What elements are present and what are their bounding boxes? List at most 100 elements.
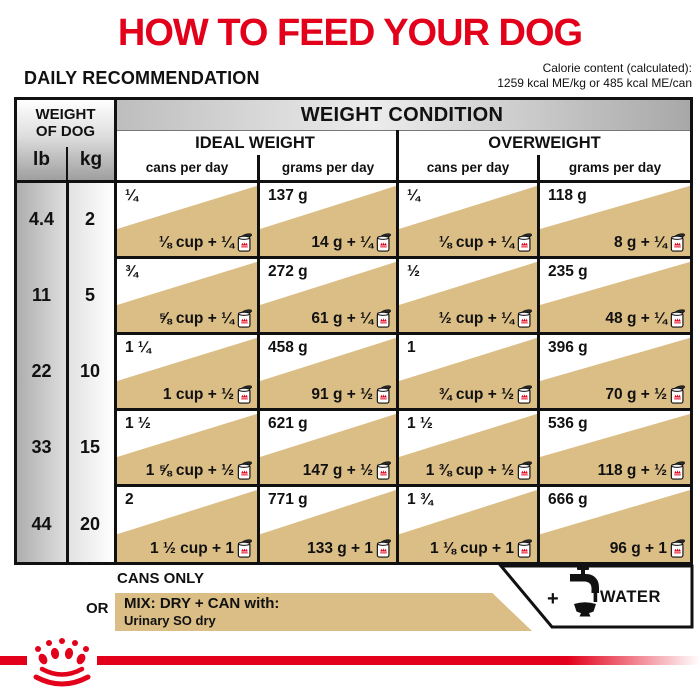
mix-text: 1 cup + ½ [162,385,234,403]
table-cell: ¼ ⅛ cup + ¼ [399,183,537,256]
can-icon [670,539,685,558]
mix-text: ⅛ cup + ¼ [158,233,234,251]
grams-value: 272 g [268,263,308,280]
calorie-line-1: Calorie content (calculated): [542,61,692,75]
mix-text: 48 g + ¼ [605,309,667,327]
calorie-line-2: 1259 kcal ME/kg or 485 kcal ME/can [497,76,692,90]
table-cell: 536 g 118 g + ½ [540,411,690,484]
weight-row-4: 33 15 [17,411,114,484]
header-bottom-border [17,180,690,183]
mix-value: ⅛ cup + ¼ [439,233,532,252]
kg-value: 2 [84,209,95,229]
mix-value: 1 cup + ½ [163,385,252,404]
table-cell: 1 ¾ cup + ½ [399,335,537,408]
can-icon [517,539,532,558]
table-cell: 1 ¾ 1 ⅛ cup + 1 [399,487,537,562]
feeding-table: WEIGHT OF DOG lb kg WEIGHT CONDITION IDE… [14,97,693,565]
weight-of-dog-header-cell [17,100,114,180]
weight-row-3: 22 10 [17,335,114,408]
overweight-cans-per-day-header: cans per day [426,160,510,175]
cans-value: ¾ [125,263,138,280]
ideal-cans-per-day-header: cans per day [145,160,229,175]
mix-value: 1 ⅝ cup + ½ [146,461,252,480]
cans-value: 1 ½ [407,415,433,432]
mix-value: 1 ⅜ cup + ½ [426,461,532,480]
daily-recommendation-label: DAILY RECOMMENDATION [24,68,260,88]
brand-line-left [0,656,27,665]
mix-value: 70 g + ½ [605,385,685,404]
col-divider-1 [257,155,260,562]
ideal-overweight-divider [396,130,399,562]
cans-only-label: CANS ONLY [117,570,204,587]
row-divider-2 [114,332,690,335]
mix-text: 1 ⅜ cup + ½ [425,461,514,479]
mix-value: ⅛ cup + ¼ [159,233,252,252]
mix-text: 1 ⅝ cup + ½ [145,461,234,479]
grams-value: 458 g [268,339,308,356]
lb-kg-divider [66,147,68,180]
can-icon [376,233,391,252]
cans-value: 1 [407,339,416,356]
mix-value: 61 g + ¼ [311,309,391,328]
col-divider-3 [537,155,540,562]
calorie-content-note: Calorie content (calculated): 1259 kcal … [497,61,692,91]
can-icon [376,539,391,558]
mix-value: 48 g + ¼ [605,309,685,328]
can-icon [237,309,252,328]
weight-row-5: 44 20 [17,487,114,562]
can-icon [670,233,685,252]
table-cell: 1 ½ 1 ⅝ cup + ½ [117,411,257,484]
table-cell: 458 g 91 g + ½ [260,335,396,408]
table-cell: 137 g 14 g + ¼ [260,183,396,256]
mix-text: 91 g + ½ [311,385,373,403]
mix-text: 118 g + ½ [597,461,667,479]
can-icon [376,309,391,328]
can-icon [517,309,532,328]
table-cell: 666 g 96 g + 1 [540,487,690,562]
mix-value: ⅝ cup + ¼ [159,309,252,328]
table-cell: 621 g 147 g + ½ [260,411,396,484]
table-cell: ¼ ⅛ cup + ¼ [117,183,257,256]
lb-value: 22 [31,361,52,381]
mix-value: 147 g + ½ [303,461,391,480]
weight-of-dog-label: WEIGHT OF DOG [35,106,96,141]
can-icon [237,385,252,404]
water-label: WATER [600,588,661,606]
grams-value: 536 g [548,415,588,432]
mix-value: 91 g + ½ [311,385,391,404]
mix-text: 70 g + ½ [605,385,667,403]
kg-value: 10 [79,361,101,381]
table-cell: 118 g 8 g + ¼ [540,183,690,256]
table-cell: 2 1 ½ cup + 1 [117,487,257,562]
grams-value: 137 g [268,187,308,204]
kg-value: 15 [79,437,101,457]
table-cell: 235 g 48 g + ¼ [540,259,690,332]
can-icon [237,539,252,558]
mix-text: 61 g + ¼ [311,309,373,327]
mix-text: 14 g + ¼ [311,233,373,251]
ideal-weight-header: IDEAL WEIGHT [195,134,315,152]
table-cell: 771 g 133 g + 1 [260,487,396,562]
mix-text: 1 ½ cup + 1 [149,539,234,557]
plus-sign: + [547,588,559,610]
kg-column-header: kg [79,149,103,170]
table-cell: 272 g 61 g + ¼ [260,259,396,332]
overweight-grams-per-day-header: grams per day [568,160,662,175]
can-icon [670,309,685,328]
mix-value: 1 ½ cup + 1 [150,539,252,558]
can-icon [237,233,252,252]
lb-value: 33 [31,437,52,457]
weight-condition-label: WEIGHT CONDITION [300,104,504,126]
cans-value: 1 ½ [125,415,151,432]
mix-text: ⅝ cup + ¼ [158,309,234,327]
mix-value: 14 g + ¼ [311,233,391,252]
strip-lb-kg-divider [66,183,69,562]
mix-value: 118 g + ½ [598,461,685,480]
cans-value: ¼ [125,187,138,204]
weight-values-strip [17,183,114,562]
kg-value: 20 [79,514,101,534]
can-icon [376,461,391,480]
mix-value: 1 ⅛ cup + 1 [430,539,532,558]
table-cell: 1 ½ 1 ⅜ cup + ½ [399,411,537,484]
royal-canin-paw-crown-logo [28,636,96,692]
